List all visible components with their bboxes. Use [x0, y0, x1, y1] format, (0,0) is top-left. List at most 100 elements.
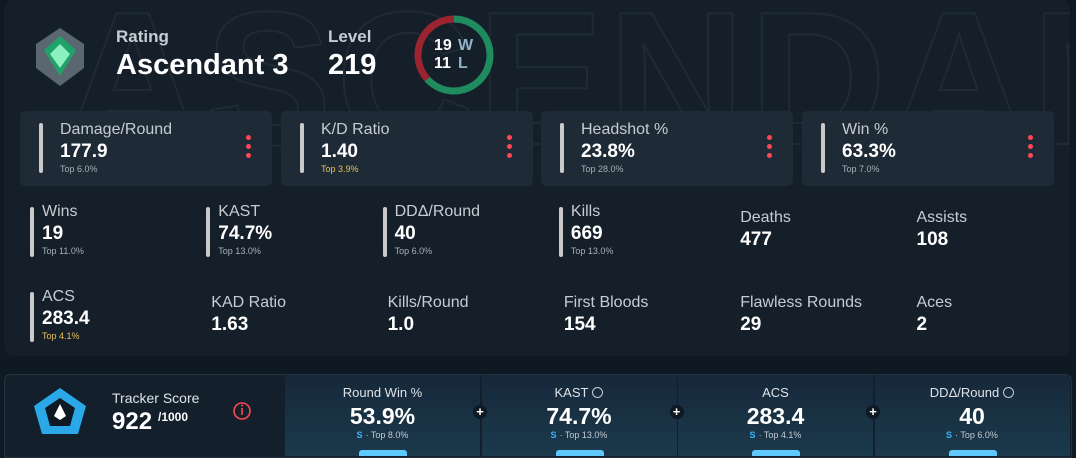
rating: Ascendant 3 — [116, 49, 289, 81]
item-top-row: S · Top 13.0% — [482, 430, 677, 440]
menu-dot — [246, 153, 251, 158]
plus-icon[interactable]: + — [473, 405, 487, 419]
rank: S — [749, 430, 756, 440]
stat-top: Top 11.0% — [42, 246, 84, 256]
stat-name: Aces — [916, 294, 953, 311]
indicator — [39, 123, 43, 173]
stat-top: Top 6.0% — [60, 164, 98, 174]
stat-value: 23.8% — [581, 141, 635, 162]
tracker-item: Round Win % 53.9% S · Top 8.0% — [285, 375, 480, 456]
stat-name: Damage/Round — [60, 121, 173, 138]
wins-label: W — [458, 37, 474, 54]
item-bar — [752, 450, 800, 456]
stat-top: Top 3.9% — [321, 164, 359, 174]
stat-card: Damage/Round 177.9 Top 6.0% — [20, 111, 272, 186]
menu[interactable] — [507, 135, 512, 159]
stat-value: 154 — [563, 314, 596, 335]
item-top-row: S · Top 4.1% — [678, 430, 873, 440]
rating-label: Rating — [116, 27, 169, 46]
item-top-row: S · Top 8.0% — [285, 430, 480, 440]
stat-card: K/D Ratio 1.40 Top 3.9% — [281, 111, 533, 186]
indicator — [558, 207, 563, 257]
stat-name: Kills — [570, 203, 601, 220]
indicator — [821, 123, 825, 173]
stat-value: 177.9 — [60, 141, 108, 162]
stat-name: K/D Ratio — [321, 121, 390, 138]
tracker-score: 922 — [112, 408, 153, 435]
info-icon[interactable] — [1003, 387, 1015, 398]
menu-dot — [246, 135, 251, 140]
stat-name: Kills/Round — [387, 294, 469, 311]
stat-name: KAST — [218, 203, 261, 220]
stat-name: DDΔ/Round — [394, 203, 480, 220]
menu[interactable] — [246, 135, 251, 159]
level-label: Level — [328, 27, 372, 46]
stat-name: Wins — [42, 203, 78, 220]
item-bar — [359, 450, 407, 456]
stat-value: 29 — [740, 314, 762, 335]
stat-value: 63.3% — [842, 141, 896, 162]
stat-value: 669 — [570, 223, 603, 244]
item-value: 53.9% — [349, 403, 416, 429]
indicator — [30, 292, 34, 342]
item-top: · Top 4.1% — [758, 430, 802, 440]
menu-dot — [507, 144, 512, 149]
stat-name: Deaths — [740, 209, 791, 226]
tracker-item: DDΔ/Round 40 S · Top 6.0% — [874, 375, 1070, 456]
stat-value: 74.7% — [218, 223, 273, 244]
menu-dot — [767, 144, 772, 149]
stat-value: 477 — [740, 229, 772, 250]
stat-name: Headshot % — [581, 121, 669, 138]
stat-top: Top 28.0% — [581, 164, 624, 174]
info-icon[interactable] — [592, 387, 604, 398]
menu-dot — [767, 153, 772, 158]
item-value: 74.7% — [546, 403, 612, 429]
plus-icon[interactable]: + — [669, 405, 684, 419]
stat-value: 283.4 — [42, 308, 90, 329]
stat-value: 1.40 — [321, 141, 358, 162]
menu[interactable] — [1028, 135, 1033, 159]
item-name: Round Win % — [342, 385, 423, 400]
rank: S — [550, 430, 557, 440]
menu-dot — [507, 153, 512, 158]
tracker-label: Tracker Score — [112, 390, 200, 406]
stat-top: Top 13.0% — [570, 246, 614, 256]
plus-icon[interactable]: + — [866, 405, 880, 419]
indicator — [560, 123, 564, 173]
stat-card: Headshot % 23.8% Top 28.0% — [541, 111, 793, 186]
stat-card: Win % 63.3% Top 7.0% — [802, 111, 1054, 186]
rank: S — [946, 430, 953, 440]
item-top-row: S · Top 6.0% — [875, 430, 1070, 440]
menu[interactable] — [767, 135, 772, 159]
stat-value: 19 — [42, 223, 64, 244]
level: 219 — [328, 49, 377, 81]
menu-dot — [1028, 144, 1033, 149]
item-name: ACS — [762, 385, 789, 400]
item-value: 283.4 — [746, 403, 805, 429]
stat-value: 108 — [916, 229, 949, 250]
item-value: 40 — [959, 403, 985, 429]
tracker-item: ACS 283.4 S · Top 4.1% — [678, 375, 873, 456]
menu-dot — [767, 135, 772, 140]
stat-top: Top 13.0% — [218, 246, 261, 256]
menu-dot — [1028, 153, 1033, 158]
stat-name: Assists — [916, 209, 968, 226]
menu-dot — [246, 144, 251, 149]
stat-top: Top 6.0% — [394, 246, 433, 256]
tracker-max: /1000 — [158, 410, 189, 424]
stat-top: Top 4.1% — [42, 331, 80, 341]
indicator — [382, 207, 387, 257]
indicator — [206, 207, 211, 257]
item-name: DDΔ/Round — [875, 385, 1070, 400]
item-top: · Top 13.0% — [559, 430, 608, 440]
menu-dot — [1028, 135, 1033, 140]
stat-name: Flawless Rounds — [740, 294, 863, 311]
stat-name: First Bloods — [563, 294, 649, 311]
stat-value: 2 — [916, 314, 928, 335]
tracker-item: KAST 74.7% S · Top 13.0% — [481, 375, 677, 456]
wins: 19 — [434, 37, 452, 54]
stat-value: 1.63 — [211, 314, 249, 335]
stat-top: Top 7.0% — [842, 164, 880, 174]
item-bar — [948, 450, 997, 456]
